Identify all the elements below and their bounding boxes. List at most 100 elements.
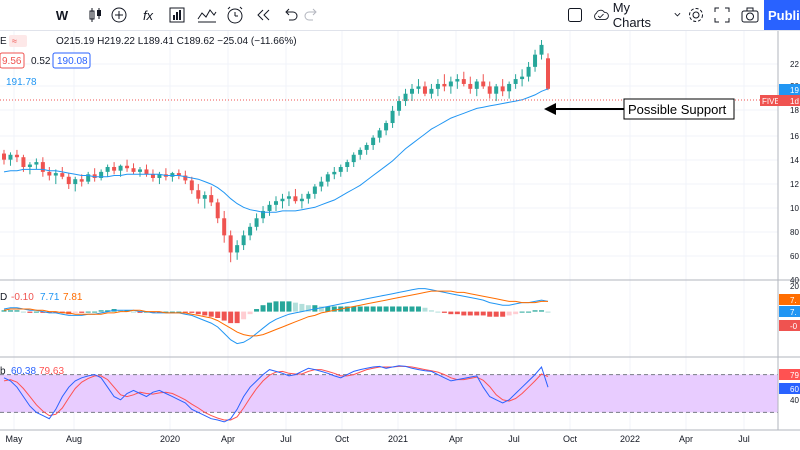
macd-histogram-bar (1, 310, 7, 312)
macd-histogram-bar (105, 310, 111, 312)
macd-hist-value: -0.10 (11, 292, 34, 303)
candle-body (293, 196, 298, 202)
candle-type-icon[interactable] (86, 4, 104, 26)
macd-histogram-bar (228, 311, 234, 324)
candle-body (34, 162, 39, 165)
macd-histogram-bar (364, 306, 370, 312)
macd-histogram-bar (254, 309, 260, 312)
macd-histogram-bar (59, 311, 65, 313)
macd-histogram-bar (370, 306, 376, 312)
macd-histogram-bar (318, 306, 324, 312)
macd-histogram-bar (474, 311, 480, 316)
candle-body (235, 245, 240, 253)
symbol-price-tag (760, 95, 778, 106)
indicators-fx-icon[interactable]: fx (142, 7, 154, 23)
templates-icon[interactable] (168, 4, 186, 26)
macd-histogram-bar (215, 311, 221, 318)
compare-plus-icon[interactable] (110, 4, 128, 26)
stoch-value-tag-text: 79 (790, 371, 799, 380)
candle-body (384, 123, 389, 131)
time-axis[interactable]: May Aug 2020 Apr Jul Oct 2021 Apr Jul Oct 2022 Apr J… (5, 434, 749, 444)
alert-clock-icon[interactable] (224, 4, 246, 26)
candle-body (176, 173, 181, 176)
stochastic-pane (3, 365, 549, 423)
macd-histogram-bar (20, 311, 26, 313)
macd-histogram-bar (7, 310, 13, 312)
macd-line-value: 7.71 (40, 292, 60, 303)
candle-body (267, 204, 272, 211)
buy-price-box[interactable] (52, 52, 91, 69)
redo-icon[interactable] (302, 4, 320, 26)
interval-price-tag-text: 1d (790, 97, 799, 106)
price-tick-label: 12 (790, 180, 799, 189)
candle-body (435, 83, 440, 89)
candle-body (79, 179, 84, 182)
candle-body (481, 81, 486, 87)
macd-histogram-bar (241, 311, 247, 320)
symbol-name[interactable]: E (0, 36, 7, 47)
candle-body (131, 168, 136, 172)
candle-body (533, 54, 538, 67)
top-toolbar: W fx My Charts Publi (0, 0, 800, 31)
macd-value-tag (779, 306, 800, 317)
undo-icon[interactable] (282, 4, 300, 26)
macd-histogram-bar (40, 311, 46, 313)
candle-body (397, 101, 402, 111)
candle-body (448, 81, 453, 87)
stoch-k-line (3, 365, 549, 423)
my-charts-button[interactable]: My Charts (592, 0, 682, 30)
sell-price: 9.56 (2, 56, 22, 67)
chart-area[interactable]: 222018161412108060401920-207.7.-0407960 … (0, 31, 800, 450)
settings-gear-icon[interactable] (686, 4, 706, 26)
candle-body (507, 83, 512, 92)
candle-body (364, 145, 369, 150)
interval-button[interactable]: W (55, 7, 69, 23)
macd-histogram-bar (98, 310, 104, 312)
macd-histogram-bar (351, 306, 357, 312)
macd-histogram-bar (247, 311, 253, 315)
time-tick-label: Apr (679, 434, 693, 444)
candle-body (92, 174, 97, 178)
support-callout-box[interactable] (623, 98, 735, 120)
ma-value: 191.78 (6, 77, 37, 88)
macd-histogram-bar (526, 311, 532, 313)
macd-histogram-bar (208, 311, 214, 317)
price-tick-label: 80 (790, 228, 799, 237)
candle-body (105, 166, 110, 172)
time-tick-label: Jul (508, 434, 520, 444)
macd-histogram-bar (286, 301, 292, 312)
stoch-value-tag (779, 369, 800, 380)
strategy-icon[interactable] (196, 4, 218, 26)
candle-body (215, 202, 220, 219)
layout-square-icon[interactable] (566, 4, 584, 26)
time-tick-label: 2020 (160, 434, 180, 444)
candle-body (274, 201, 278, 205)
ma-price-tag-text: 19 (790, 86, 799, 95)
candle-body (474, 81, 479, 89)
time-tick-label: Jul (738, 434, 750, 444)
macd-histogram-bar (124, 310, 130, 312)
macd-histogram-bar (118, 310, 124, 312)
macd-histogram-bar (85, 311, 91, 313)
macd-histogram-bar (396, 306, 402, 312)
candle-body (429, 88, 434, 94)
macd-histogram-bar (27, 311, 33, 313)
ma-price-tag (779, 84, 800, 95)
fullscreen-icon[interactable] (712, 4, 732, 26)
candle-body (377, 130, 382, 138)
symbol-flag (9, 35, 27, 47)
replay-icon[interactable] (254, 4, 272, 26)
candle-body (513, 79, 518, 84)
publish-button[interactable]: Publi (764, 0, 800, 30)
sell-price-box[interactable] (0, 52, 25, 69)
stoch-band-fill (0, 374, 778, 413)
candle-body (254, 218, 259, 227)
candle-body (500, 86, 505, 92)
spread-value: 0.52 (31, 56, 51, 67)
macd-value-tag-text: 7. (790, 308, 797, 317)
macd-line (3, 288, 549, 345)
snapshot-camera-icon[interactable] (740, 4, 760, 26)
macd-histogram-bar (377, 306, 383, 312)
macd-histogram-bar (202, 311, 208, 316)
